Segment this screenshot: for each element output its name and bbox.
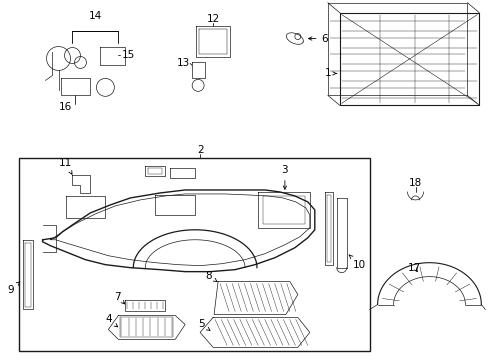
- Bar: [19, 158, 369, 351]
- Text: 13: 13: [176, 58, 189, 68]
- Text: 8: 8: [204, 271, 217, 282]
- Text: 7: 7: [114, 292, 124, 304]
- Text: 17: 17: [407, 263, 420, 273]
- Text: 14: 14: [89, 11, 102, 21]
- Text: 11: 11: [59, 158, 72, 174]
- Text: 12: 12: [206, 14, 219, 24]
- Text: 1: 1: [324, 68, 336, 78]
- Text: 3: 3: [281, 165, 287, 189]
- Text: 6: 6: [308, 33, 327, 44]
- Text: 16: 16: [59, 102, 72, 112]
- Text: 10: 10: [348, 255, 366, 270]
- Text: 2: 2: [196, 145, 203, 155]
- Text: 18: 18: [408, 178, 421, 188]
- Text: 15: 15: [122, 50, 135, 60]
- Text: 9: 9: [7, 282, 20, 294]
- Text: 5: 5: [198, 319, 210, 330]
- Text: 4: 4: [105, 314, 118, 327]
